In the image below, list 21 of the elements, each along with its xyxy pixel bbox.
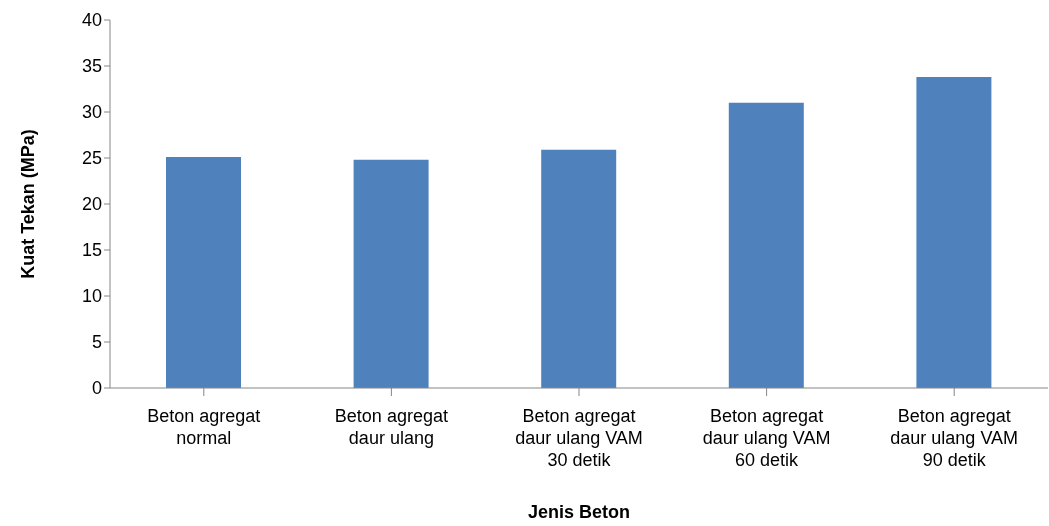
x-tick-label: Beton agregat daur ulang VAM 60 detik (702, 406, 831, 470)
y-tick-label: 15 (81, 240, 102, 261)
bar (166, 157, 241, 388)
bar (353, 159, 429, 388)
y-tick-label: 35 (81, 56, 102, 77)
y-tick-label: 0 (91, 378, 102, 399)
y-tick-label: 25 (81, 148, 102, 169)
x-tick-label: Beton agregat normal (147, 406, 261, 448)
x-tick-label: Beton agregat daur ulang (334, 406, 448, 448)
bar (541, 149, 617, 388)
y-tick-label: 5 (91, 332, 102, 353)
y-axis-title: Kuat Tekan (MPa) (18, 129, 39, 279)
y-tick-label: 40 (81, 10, 102, 31)
x-tick-label: Beton agregat daur ulang VAM 90 detik (890, 406, 1019, 470)
x-tick-label: Beton agregat daur ulang VAM 30 detik (515, 406, 643, 470)
y-tick-label: 20 (81, 194, 102, 215)
y-tick-label: 10 (81, 286, 102, 307)
bar (728, 102, 804, 388)
x-axis-title: Jenis Beton (527, 502, 631, 522)
bar (916, 77, 992, 388)
y-tick-label: 30 (81, 102, 102, 123)
